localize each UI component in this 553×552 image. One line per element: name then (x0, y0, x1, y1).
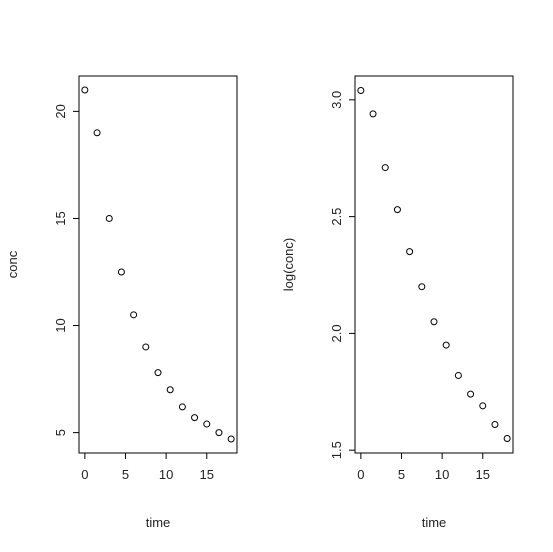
point (430, 318, 438, 326)
point (178, 403, 186, 411)
point (203, 420, 211, 428)
point (406, 248, 414, 256)
point (142, 343, 150, 351)
plot-frame (78, 75, 238, 454)
point (442, 341, 450, 349)
point (479, 402, 487, 410)
point (117, 268, 125, 276)
y-tick-label: 20 (53, 104, 68, 118)
point (105, 214, 113, 222)
y-tick-label: 2.5 (329, 208, 344, 226)
point (81, 86, 89, 94)
y-tick-label: 15 (53, 211, 68, 225)
x-tick-label: 5 (398, 467, 405, 482)
x-tick-label: 10 (159, 467, 173, 482)
y-tick-label: 5 (53, 429, 68, 436)
point (166, 386, 174, 394)
y-axis-label: log(conc) (281, 238, 296, 291)
x-tick-label: 0 (357, 467, 364, 482)
point (357, 86, 365, 94)
point (503, 435, 511, 443)
y-tick-label: 10 (53, 318, 68, 332)
point (227, 435, 235, 443)
x-axis-label: time (422, 515, 447, 530)
y-tick-label: 2.0 (329, 324, 344, 342)
x-tick-label: 10 (435, 467, 449, 482)
plot-frame (354, 75, 514, 454)
x-axis-label: time (146, 515, 171, 530)
point (381, 164, 389, 172)
point (130, 311, 138, 319)
x-tick-label: 15 (476, 467, 490, 482)
x-tick-label: 0 (81, 467, 88, 482)
point (369, 110, 377, 118)
point (215, 429, 223, 437)
x-tick-label: 5 (122, 467, 129, 482)
point (418, 283, 426, 291)
point (491, 421, 499, 429)
y-tick-label: 1.5 (329, 441, 344, 459)
x-tick-label: 15 (200, 467, 214, 482)
point (154, 369, 162, 377)
point (454, 371, 462, 379)
point (393, 206, 401, 214)
y-axis-label: conc (5, 250, 20, 278)
point (467, 390, 475, 398)
y-tick-label: 3.0 (329, 91, 344, 109)
point (191, 414, 199, 422)
point (93, 129, 101, 137)
